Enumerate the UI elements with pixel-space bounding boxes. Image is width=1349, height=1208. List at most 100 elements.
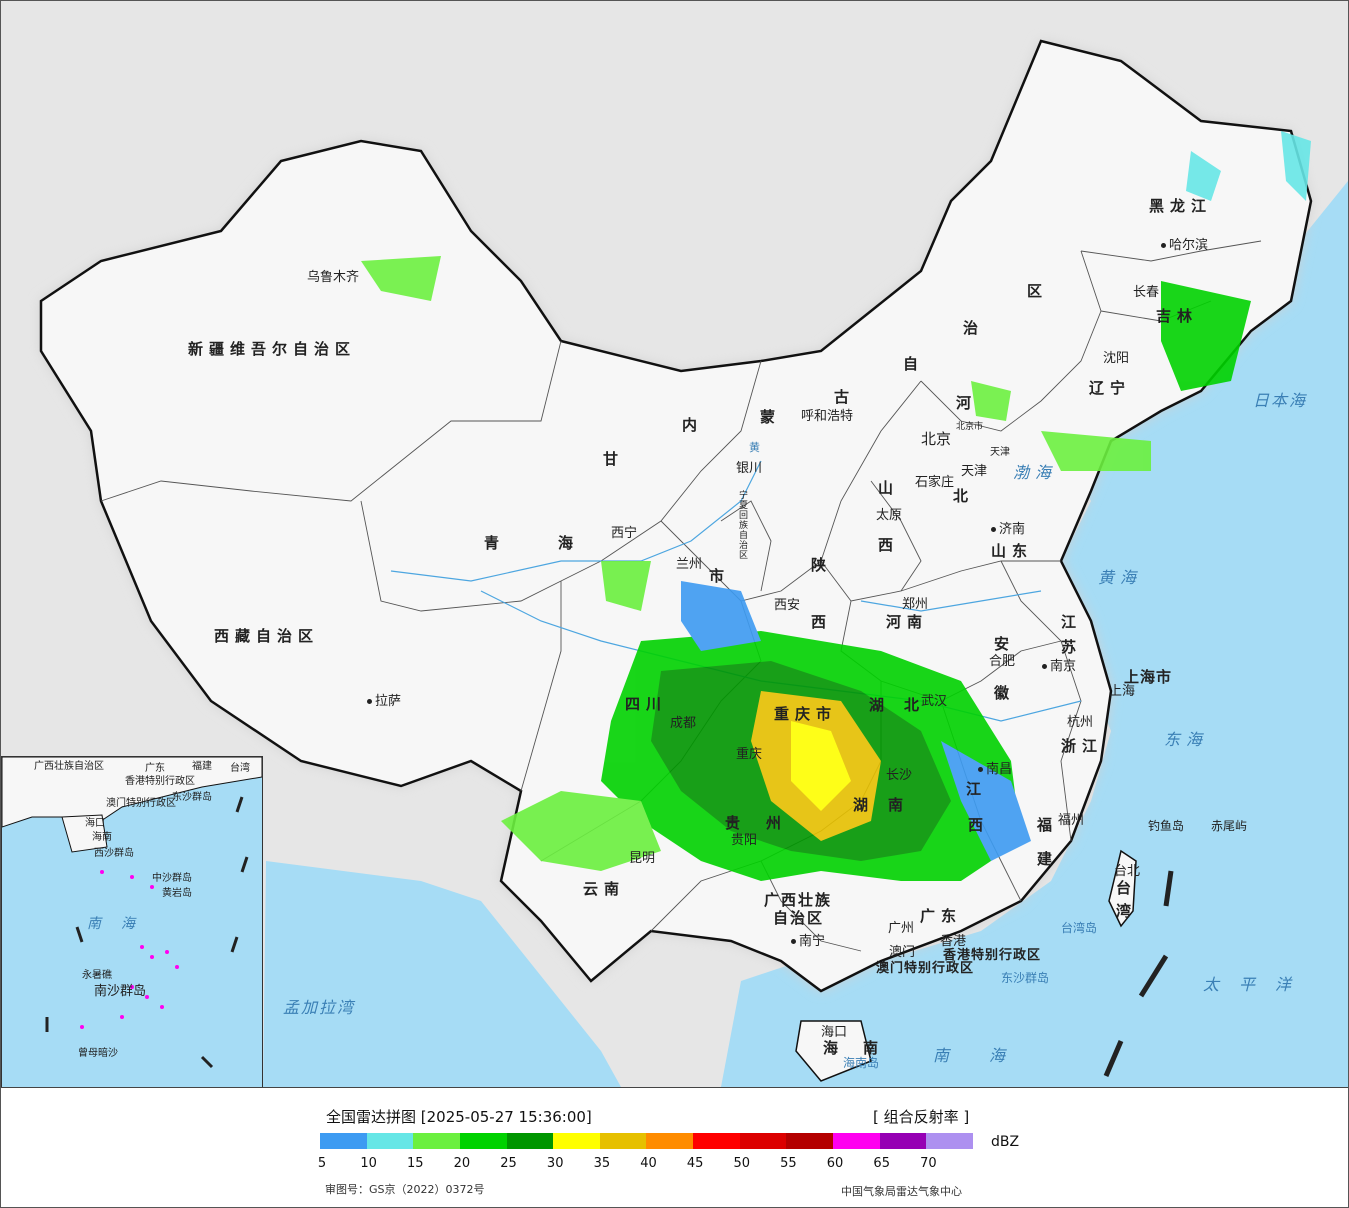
radar-echoes (361, 131, 1311, 881)
legend-swatch (320, 1133, 367, 1149)
region-label-jiangsu-2: 苏 (1061, 638, 1083, 656)
region-label-hebei-2: 北 (953, 487, 975, 505)
city-beijing-city[interactable]: 北京市 (956, 422, 984, 432)
region-label-xinjiang: 新疆维吾尔自治区 (188, 340, 357, 358)
legend-swatch (366, 1133, 414, 1149)
region-label-zhejiang: 浙江 (1061, 737, 1104, 755)
inset-label-fujian: 福建 (192, 761, 212, 772)
city-hongkong[interactable]: 香港 (940, 934, 967, 949)
region-label-taiwan-2: 湾 (1116, 902, 1138, 920)
inset-base (2, 757, 262, 1069)
city-zhengzhou[interactable]: 郑州 (902, 597, 929, 612)
city-jinan[interactable]: 济南 (991, 523, 1025, 537)
inset-label-macao: 澳门特别行政区 (106, 798, 176, 809)
legend-swatch (459, 1133, 507, 1149)
inset-label-zhongsha: 中沙群岛 (152, 873, 192, 884)
legend-swatch (413, 1133, 460, 1149)
legend-tick-label: 30 (546, 1156, 564, 1171)
region-label-guizhou-2: 州 (766, 814, 788, 832)
region-label-hubei-1: 湖 (869, 696, 891, 714)
sea-label-huanghai: 黄海 (1098, 568, 1143, 587)
city-macao[interactable]: 澳门 (889, 945, 916, 960)
city-lanzhou[interactable]: 兰州 (676, 557, 703, 572)
inset-label-guangxi: 广西壮族自治区 (34, 761, 104, 772)
city-changchun[interactable]: 长春 (1133, 285, 1160, 300)
city-yinchuan[interactable]: 银川 (736, 461, 763, 476)
city-chengdu[interactable]: 成都 (670, 716, 697, 731)
region-label-jiangxi-2: 西 (968, 816, 990, 834)
region-label-shanxi-2: 西 (878, 536, 900, 554)
legend-swatch (693, 1133, 740, 1149)
sea-label-riben: 日本海 (1253, 391, 1308, 410)
legend-swatch (786, 1133, 834, 1149)
region-label-hainan-1: 海 (823, 1039, 845, 1057)
city-harbin[interactable]: 哈尔滨 (1161, 239, 1208, 253)
island-label-chiwei: 赤尾屿 (1211, 819, 1248, 833)
city-hohhot[interactable]: 呼和浩特 (801, 409, 854, 424)
city-xian[interactable]: 西安 (774, 598, 801, 613)
inset-label-hainan: 海南 (92, 832, 112, 843)
city-fuzhou[interactable]: 福州 (1058, 813, 1085, 828)
city-hangzhou[interactable]: 杭州 (1067, 715, 1094, 730)
sea-label-donghai: 东海 (1164, 730, 1209, 749)
city-beijing[interactable]: 北京 (921, 430, 952, 448)
bay-of-bengal-area (263, 861, 621, 1087)
legend-swatch (646, 1133, 694, 1149)
legend-tick-label: 70 (920, 1156, 937, 1171)
city-xining[interactable]: 西宁 (611, 526, 638, 541)
legend-swatch (599, 1133, 647, 1149)
inset-label-yongshu: 永暑礁 (82, 970, 112, 981)
region-label-neimenggu-3: 古 (834, 388, 856, 406)
radar-mosaic-map[interactable]: 新疆维吾尔自治区 西藏自治区 青 海 甘 市 内 蒙 古 自 治 区 黑龙江 吉… (1, 1, 1348, 1088)
region-label-fujian-1: 福 (1037, 816, 1059, 834)
region-label-jiangsu-1: 江 (1061, 613, 1083, 631)
city-tianjin[interactable]: 天津 (961, 464, 988, 479)
city-taiyuan[interactable]: 太原 (876, 508, 903, 523)
region-label-neimenggu-4: 自 (903, 355, 925, 373)
region-label-liaoning: 辽宁 (1089, 379, 1132, 397)
inset-label-huangyan: 黄岩岛 (162, 888, 192, 899)
region-label-fujian-2: 建 (1037, 850, 1059, 868)
city-shanghai[interactable]: 上海 (1109, 684, 1136, 699)
city-guangzhou[interactable]: 广州 (888, 921, 915, 936)
region-label-guizhou-1: 贵 (725, 814, 747, 832)
region-label-shandong: 山东 (991, 542, 1034, 560)
region-label-macao-sar: 澳门特别行政区 (876, 961, 975, 976)
city-chongqing[interactable]: 重庆 (736, 747, 763, 762)
city-hefei[interactable]: 合肥 (989, 654, 1016, 669)
region-label-guangxi-1: 广西壮族 (764, 891, 833, 909)
region-label-shaanxi-1: 陕 (811, 556, 833, 574)
region-label-qinghai-1: 青 (484, 534, 506, 552)
city-taipei[interactable]: 台北 (1114, 864, 1141, 879)
island-label-taiwan: 台湾岛 (1061, 921, 1098, 935)
city-haikou[interactable]: 海口 (821, 1025, 848, 1040)
city-tianjin-city[interactable]: 天津 (990, 447, 1010, 458)
city-nanning[interactable]: 南宁 (791, 935, 825, 949)
region-label-anhui-1: 安 (994, 635, 1016, 653)
south-china-sea-inset[interactable]: 广西壮族自治区 广东 福建 台湾 香港特别行政区 澳门特别行政区 东沙群岛 海口… (1, 756, 263, 1087)
legend-tick-label: 20 (453, 1156, 471, 1171)
city-changsha[interactable]: 长沙 (886, 768, 913, 783)
legend-tick-label: 65 (873, 1156, 890, 1171)
city-urumqi[interactable]: 乌鲁木齐 (307, 270, 360, 285)
city-shijiazhuang[interactable]: 石家庄 (915, 475, 955, 490)
legend-swatch (553, 1133, 600, 1149)
city-kunming[interactable]: 昆明 (629, 851, 656, 866)
region-label-shanghai: 上海市 (1124, 668, 1173, 686)
legend-product: [ 组合反射率 ] (873, 1108, 970, 1126)
city-nanjing[interactable]: 南京 (1042, 660, 1076, 674)
region-label-shaanxi-2: 西 (811, 613, 833, 631)
region-label-yunnan: 云南 (583, 880, 626, 898)
city-lhasa[interactable]: 拉萨 (367, 695, 401, 709)
city-wuhan[interactable]: 武汉 (921, 694, 948, 709)
legend-tick-label: 10 (360, 1156, 377, 1171)
city-shenyang[interactable]: 沈阳 (1103, 351, 1130, 366)
city-guiyang[interactable]: 贵阳 (731, 833, 758, 848)
river-label-huanghe: 黄 (749, 441, 760, 454)
sea-label-bohai: 渤海 (1013, 463, 1058, 482)
sea-label-mengjiala: 孟加拉湾 (283, 998, 356, 1017)
legend-tick-label: 55 (780, 1156, 797, 1171)
region-label-neimenggu-6: 区 (1027, 282, 1049, 300)
city-nanchang[interactable]: 南昌 (978, 763, 1012, 777)
